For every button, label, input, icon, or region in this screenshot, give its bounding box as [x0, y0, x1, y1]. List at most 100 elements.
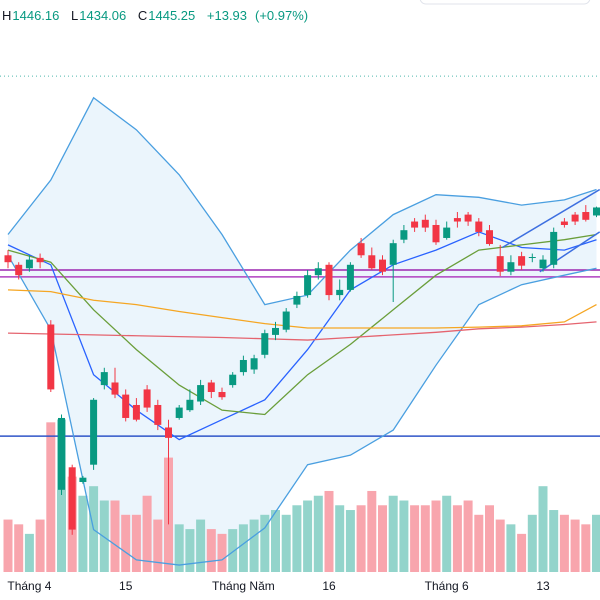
candle-body [432, 224, 440, 243]
candle-body [272, 327, 279, 335]
volume-bar [249, 519, 259, 572]
volume-bar [388, 495, 398, 572]
volume-bar [24, 533, 34, 572]
candle-body [582, 212, 590, 220]
volume-bar [538, 486, 548, 572]
candle-body [593, 207, 600, 216]
volume-bar [581, 524, 591, 572]
volume-bar [378, 505, 387, 572]
volume-bar [110, 500, 120, 572]
toolbar-box [419, 0, 591, 5]
volume-bar [527, 514, 537, 572]
indicator-line [7, 233, 597, 416]
candle-body [571, 214, 579, 222]
close-value: 1445.25 [148, 8, 196, 23]
volume-bar [570, 519, 580, 572]
candle-body [186, 399, 194, 411]
candle-body [421, 219, 429, 228]
ohlc-legend: H1446.16 L1434.06 C1445.25 +13.93 (+0.97%… [2, 8, 316, 23]
volume-bar [517, 533, 527, 572]
candle-body [539, 259, 547, 269]
volume-bar [420, 505, 430, 572]
candle-body [400, 230, 408, 240]
volume-bar [559, 514, 569, 572]
volume-bar [206, 529, 216, 572]
candle-body [486, 230, 493, 245]
trend-line [501, 188, 600, 249]
candle-body [464, 214, 472, 222]
trend-line [539, 231, 600, 273]
volume-bar [281, 514, 291, 572]
volume-bar [142, 495, 152, 572]
candle-body [357, 243, 365, 256]
low-value: 1434.06 [79, 8, 127, 23]
candle-body [47, 324, 55, 390]
volume-bar [592, 514, 600, 572]
candle-body [346, 264, 354, 290]
volume-bar [99, 500, 109, 572]
candle-body [100, 372, 108, 386]
volume-bar [410, 505, 420, 572]
candle-body [325, 264, 333, 296]
candle-body [507, 262, 515, 272]
high-label: H [2, 8, 12, 23]
candle-body [79, 477, 87, 483]
candle-body [4, 255, 12, 263]
candle-body [304, 275, 312, 296]
x-tick-label: 13 [536, 579, 550, 593]
candle-body [379, 259, 386, 272]
volume-bar [506, 524, 516, 572]
candle-body [132, 404, 140, 420]
change-value: +13.93 [206, 8, 248, 23]
volume-bar [442, 495, 452, 572]
volume-bar [153, 519, 163, 572]
volume-bar [335, 505, 345, 572]
candle-body [239, 359, 247, 373]
volume-bar [345, 510, 355, 572]
volume-bar [217, 533, 227, 572]
candle-body [175, 407, 183, 418]
candle-body [293, 295, 301, 305]
volume-bar [228, 529, 238, 572]
x-tick-label: 15 [119, 579, 133, 593]
change-percent: (+0.97%) [255, 8, 309, 23]
volume-bar [549, 510, 559, 572]
x-tick-label: Tháng 6 [425, 579, 469, 593]
indicator-line [7, 254, 597, 566]
volume-bar [174, 524, 184, 572]
volume-bar [260, 514, 270, 572]
candle-body [389, 243, 397, 265]
indicator-line [7, 289, 597, 329]
candle-body [528, 257, 536, 259]
volume-bar [292, 505, 302, 572]
candle-body [111, 382, 119, 395]
volume-bar [35, 519, 45, 572]
x-tick-label: 16 [322, 579, 336, 593]
candle-body [443, 227, 451, 238]
candle-body [314, 268, 322, 276]
volume-bar [131, 514, 141, 572]
candle-body [197, 385, 205, 402]
candle-body [122, 394, 130, 418]
volume-bar [78, 495, 88, 572]
candle-body [218, 392, 226, 398]
volume-bar [463, 500, 473, 572]
volume-bar [46, 422, 56, 572]
candle-body [36, 257, 44, 263]
volume-bar [303, 500, 313, 572]
low-label: L [71, 8, 79, 23]
volume-bar [185, 529, 195, 572]
candle-body [496, 256, 504, 272]
volume-bar [313, 495, 323, 572]
candle-body [68, 467, 76, 530]
volume-bar [495, 519, 505, 572]
candle-body [453, 218, 461, 222]
candle-body [250, 358, 258, 370]
volume-bar [452, 505, 462, 572]
volume-bar [474, 514, 484, 572]
indicator-line [7, 231, 597, 441]
candle-body [58, 417, 65, 490]
candle-body [261, 333, 269, 355]
